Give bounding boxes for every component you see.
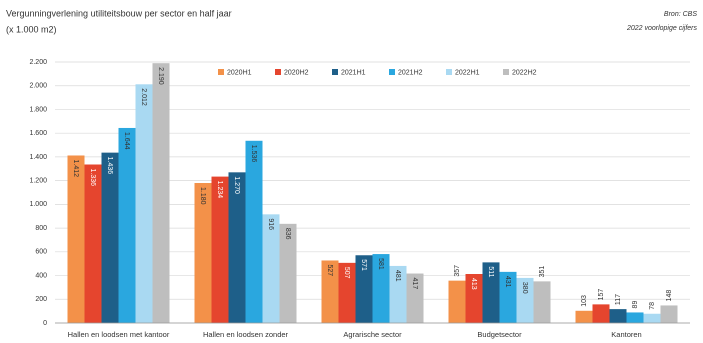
value-label: 1.180 (199, 187, 206, 205)
x-tick-label: Budgetsector (477, 330, 522, 339)
value-label: 481 (394, 270, 401, 282)
y-tick-label: 2.200 (29, 59, 47, 66)
value-label: 1.436 (106, 157, 113, 175)
value-label: 413 (470, 278, 477, 290)
y-tick-label: 200 (35, 296, 47, 303)
bar (194, 183, 212, 323)
bar (135, 84, 153, 323)
value-label: 1.270 (233, 176, 240, 194)
legend-label: 2021H2 (398, 69, 423, 76)
bar (67, 155, 85, 323)
bar (321, 260, 339, 323)
y-tick-label: 800 (35, 225, 47, 232)
y-tick-label: 0 (43, 320, 47, 327)
bar (575, 310, 593, 323)
value-label: 103 (581, 295, 588, 307)
y-tick-label: 1.200 (29, 177, 47, 184)
value-label: 148 (666, 290, 673, 302)
bar (406, 273, 424, 323)
legend-swatch (389, 69, 395, 75)
bar (101, 152, 119, 323)
legend-swatch (446, 69, 452, 75)
bar (482, 262, 500, 323)
bar (516, 277, 534, 323)
legend-label: 2022H2 (512, 69, 537, 76)
y-tick-label: 1.400 (29, 154, 47, 161)
value-label: 417 (411, 278, 418, 290)
value-label: 89 (632, 301, 639, 309)
bar (592, 304, 610, 323)
bar (118, 127, 136, 323)
value-label: 916 (267, 218, 274, 230)
bar (355, 255, 373, 323)
bar (533, 281, 551, 323)
bar (84, 164, 102, 323)
y-tick-label: 1.000 (29, 201, 47, 208)
bar (609, 309, 627, 323)
x-tick-label: Hallen en loodsen met kantoor (68, 330, 170, 339)
value-label: 507 (343, 267, 350, 279)
value-label: 357 (454, 265, 461, 277)
value-label: 1.234 (216, 181, 223, 199)
value-label: 581 (377, 258, 384, 270)
legend-label: 2021H1 (341, 69, 366, 76)
bar (228, 172, 246, 323)
legend-label: 2022H1 (455, 69, 480, 76)
x-tick-label: Hallen en loodsen zonder (203, 330, 289, 339)
bar (338, 262, 356, 323)
legend-label: 2020H2 (284, 69, 309, 76)
value-label: 1.412 (72, 159, 79, 177)
value-label: 571 (360, 259, 367, 271)
bar (211, 176, 229, 323)
value-label: 1.644 (123, 132, 130, 150)
bar (626, 312, 644, 323)
chart-title: Vergunningverlening utiliteitsbouw per s… (6, 8, 232, 18)
value-label: 511 (487, 266, 494, 277)
bar (262, 214, 280, 323)
bar (389, 265, 407, 323)
x-tick-label: Kantoren (611, 330, 641, 339)
chart-subtitle: (x 1.000 m2) (6, 24, 57, 34)
value-label: 157 (598, 289, 605, 301)
value-label: 431 (504, 276, 511, 288)
value-label: 117 (615, 294, 622, 305)
value-label: 836 (284, 228, 291, 240)
note: 2022 voorlopige cijfers (626, 25, 698, 32)
value-label: 380 (521, 282, 528, 294)
legend-swatch (218, 69, 224, 75)
bar (279, 223, 297, 323)
y-tick-label: 2.000 (29, 83, 47, 90)
value-label: 1.336 (89, 169, 96, 187)
y-tick-label: 1.800 (29, 106, 47, 113)
value-label: 1.536 (250, 145, 257, 163)
bar (245, 140, 263, 323)
value-label: 351 (539, 266, 546, 278)
y-tick-label: 1.600 (29, 130, 47, 137)
bar (372, 254, 390, 323)
legend-label: 2020H1 (227, 69, 252, 76)
bar (465, 274, 483, 323)
value-label: 527 (326, 264, 333, 276)
y-tick-label: 600 (35, 249, 47, 256)
source: Bron: CBS (664, 11, 697, 18)
bar (499, 271, 517, 323)
bar (152, 63, 170, 323)
value-label: 2.012 (140, 88, 147, 106)
legend-swatch (503, 69, 509, 75)
bar (660, 305, 678, 323)
x-tick-label: Agrarische sector (343, 330, 402, 339)
legend-swatch (332, 69, 338, 75)
legend-swatch (275, 69, 281, 75)
bar (643, 313, 661, 323)
bar (448, 280, 466, 323)
y-tick-label: 400 (35, 272, 47, 279)
value-label: 2.190 (157, 67, 164, 85)
value-label: 78 (649, 302, 656, 310)
